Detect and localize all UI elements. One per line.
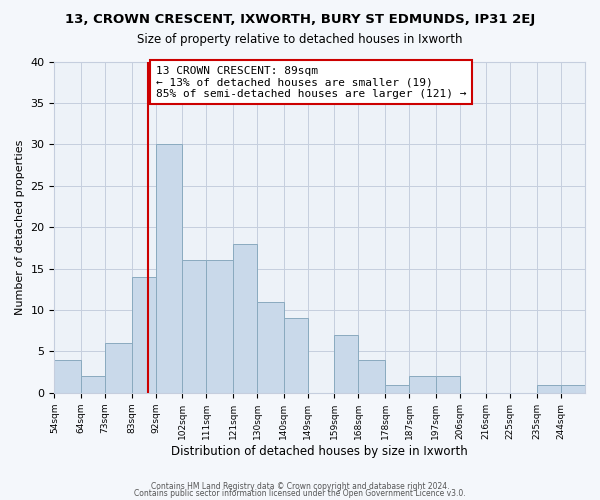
Bar bbox=[385, 384, 409, 393]
Bar bbox=[537, 384, 561, 393]
Bar bbox=[358, 360, 385, 393]
Bar bbox=[334, 335, 358, 393]
Bar bbox=[409, 376, 436, 393]
Bar bbox=[233, 244, 257, 393]
Bar bbox=[436, 376, 460, 393]
Bar bbox=[182, 260, 206, 393]
Text: Contains public sector information licensed under the Open Government Licence v3: Contains public sector information licen… bbox=[134, 489, 466, 498]
Bar bbox=[55, 360, 81, 393]
Text: 13, CROWN CRESCENT, IXWORTH, BURY ST EDMUNDS, IP31 2EJ: 13, CROWN CRESCENT, IXWORTH, BURY ST EDM… bbox=[65, 12, 535, 26]
Bar bbox=[105, 343, 132, 393]
Bar bbox=[81, 376, 105, 393]
Bar bbox=[561, 384, 585, 393]
Text: 13 CROWN CRESCENT: 89sqm
← 13% of detached houses are smaller (19)
85% of semi-d: 13 CROWN CRESCENT: 89sqm ← 13% of detach… bbox=[156, 66, 466, 99]
Bar bbox=[156, 144, 182, 393]
X-axis label: Distribution of detached houses by size in Ixworth: Distribution of detached houses by size … bbox=[172, 444, 468, 458]
Bar bbox=[284, 318, 308, 393]
Bar bbox=[206, 260, 233, 393]
Text: Size of property relative to detached houses in Ixworth: Size of property relative to detached ho… bbox=[137, 32, 463, 46]
Bar bbox=[132, 277, 156, 393]
Text: Contains HM Land Registry data © Crown copyright and database right 2024.: Contains HM Land Registry data © Crown c… bbox=[151, 482, 449, 491]
Y-axis label: Number of detached properties: Number of detached properties bbox=[15, 140, 25, 315]
Bar bbox=[257, 302, 284, 393]
